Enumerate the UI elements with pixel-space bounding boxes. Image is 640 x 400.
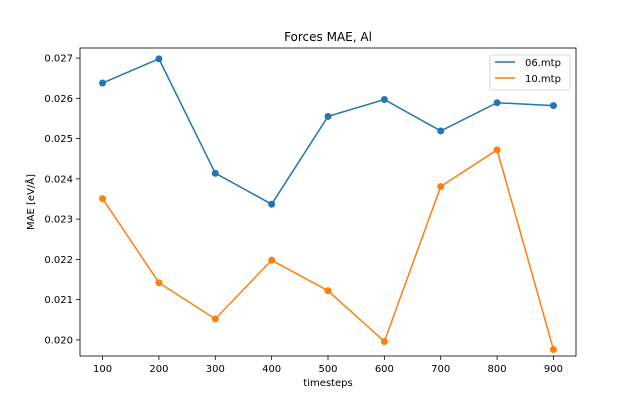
series-line-10-mtp [101, 148, 555, 350]
x-tick-label: 400 [262, 364, 281, 375]
y-tick-label: 0.024 [44, 174, 73, 185]
data-point-06-mtp [324, 112, 332, 120]
x-tick-label: 900 [544, 364, 563, 375]
data-point-10-mtp [493, 146, 501, 154]
data-point-06-mtp [211, 169, 219, 177]
data-point-10-mtp [324, 287, 332, 295]
x-tick-label: 100 [93, 364, 112, 375]
data-point-10-mtp [549, 346, 557, 354]
data-point-10-mtp [380, 338, 388, 346]
x-tick-label: 500 [318, 364, 337, 375]
y-tick-label: 0.022 [44, 255, 73, 266]
data-point-10-mtp [268, 256, 276, 264]
x-tick-label: 700 [431, 364, 450, 375]
y-axis-label: MAE [eV/Å] [24, 174, 37, 230]
legend-box [489, 54, 571, 91]
data-point-06-mtp [549, 102, 557, 110]
data-point-06-mtp [155, 55, 163, 63]
data-point-10-mtp [437, 182, 445, 190]
y-tick-label: 0.027 [44, 54, 73, 65]
x-tick-label: 600 [375, 364, 394, 375]
legend: 06.mtp 10.mtp [489, 54, 571, 91]
y-tick-label: 0.023 [44, 215, 73, 226]
y-tick-label: 0.026 [44, 94, 73, 105]
legend-label-10-mtp: 10.mtp [525, 74, 561, 85]
x-tick-label: 800 [488, 364, 507, 375]
data-point-06-mtp [99, 79, 107, 87]
x-tick-label: 200 [149, 364, 168, 375]
x-axis: 100 200 300 400 500 600 700 800 900 [93, 356, 563, 375]
y-tick-label: 0.020 [44, 335, 73, 346]
data-point-10-mtp [155, 279, 163, 287]
y-axis: 0.020 0.021 0.022 0.023 0.024 0.025 0.026 0.027 [44, 54, 80, 346]
data-point-06-mtp [493, 99, 501, 107]
data-point-06-mtp [380, 96, 388, 104]
y-tick-label: 0.021 [44, 295, 73, 306]
series-layer [99, 55, 557, 354]
legend-label-06-mtp: 06.mtp [525, 58, 561, 69]
data-point-06-mtp [437, 127, 445, 135]
series-line-06-mtp [102, 57, 554, 206]
data-point-10-mtp [211, 315, 219, 323]
data-point-06-mtp [268, 200, 276, 208]
x-axis-label: timesteps [303, 378, 352, 389]
y-tick-label: 0.025 [44, 134, 73, 145]
plot-frame [79, 47, 577, 357]
x-tick-label: 300 [206, 364, 225, 375]
data-point-10-mtp [99, 195, 107, 203]
chart-title: Forces MAE, Al [284, 30, 372, 44]
